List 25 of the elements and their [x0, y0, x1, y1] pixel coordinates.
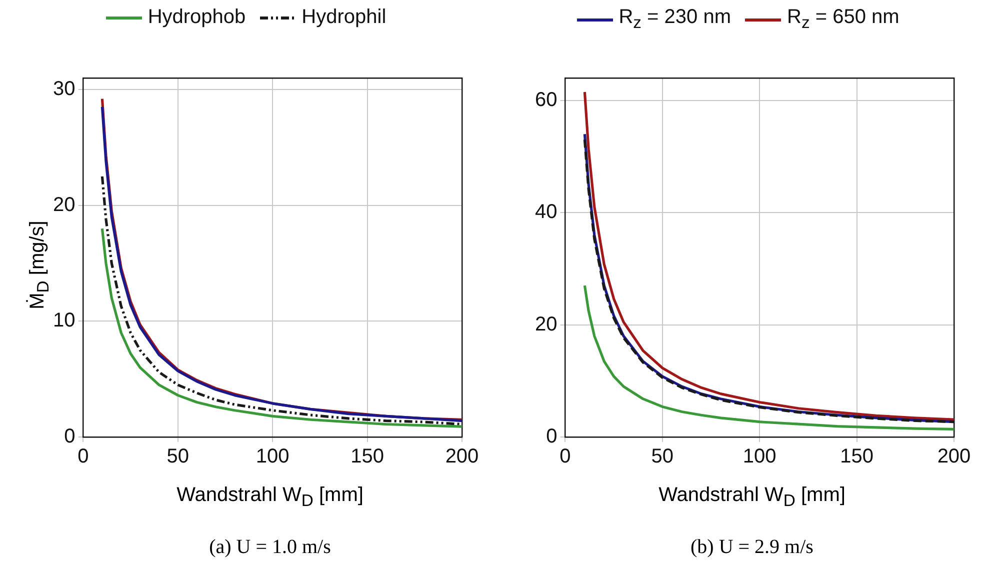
legend-label: R$_{z}$ = 650 nm — [787, 6, 900, 33]
legend-label: Hydrophil — [302, 6, 386, 29]
line-series — [100, 175, 462, 426]
y-tick-label: 20 — [52, 194, 76, 216]
legend-label: R$_{z}$ = 230 nm — [618, 6, 731, 33]
x-tick-label: 150 — [350, 446, 384, 468]
x-axis-title: Wandstrahl W$_{D}$ [mm] — [176, 484, 364, 511]
x-tick-label: 150 — [840, 446, 874, 468]
x-tick-label: 100 — [256, 446, 290, 468]
text: (b) U = 2.9 m/s — [690, 536, 814, 559]
y-tick-label: 60 — [534, 88, 558, 111]
x-axis-title: Wandstrahl W$_{D}$ [mm] — [658, 484, 846, 511]
x-tick-label: 50 — [651, 446, 674, 468]
y-tick-label: 30 — [52, 78, 76, 100]
y-tick-label: 0 — [64, 426, 76, 448]
x-tick-label: 200 — [937, 446, 971, 468]
y-tick-label: 0 — [546, 426, 558, 448]
x-tick-label: 50 — [166, 446, 190, 468]
x-tick-label: 200 — [445, 446, 479, 468]
text: (a) U = 1.0 m/s — [208, 536, 332, 559]
y-tick-label: 10 — [52, 310, 76, 332]
x-tick-label: 100 — [742, 446, 776, 468]
y-tick-label: 40 — [534, 201, 558, 224]
y-tick-label: 20 — [534, 313, 558, 336]
legend-label: Hydrophob — [148, 6, 246, 29]
